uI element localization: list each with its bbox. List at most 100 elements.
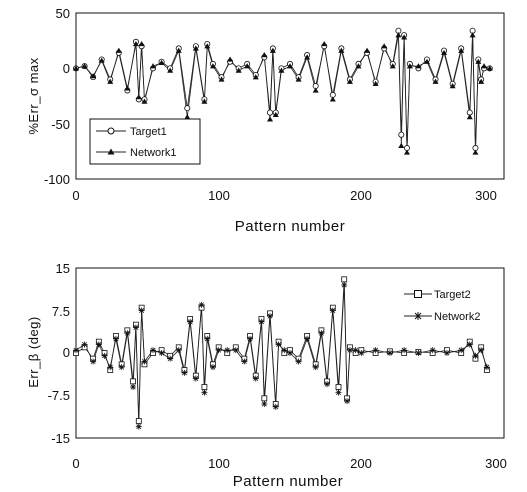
chart-2-series-2-point — [175, 347, 182, 354]
chart-1-series-1-point — [398, 131, 405, 138]
chart-2-series-2-point — [201, 389, 208, 396]
chart-2-y-tick: 7.5 — [52, 304, 70, 319]
chart-2-series-2-point — [73, 347, 79, 354]
chart-2-series-2-point — [295, 358, 302, 365]
chart-2-legend-label: Target2 — [434, 289, 471, 301]
chart-2-series-2-point — [215, 347, 222, 354]
chart-1-series-2-point — [398, 142, 405, 148]
chart-2-series-2-point — [124, 330, 131, 337]
chart-1-series-2-point — [158, 59, 165, 65]
chart-1-series-2-point — [403, 149, 410, 155]
chart-1-series-2-point — [227, 56, 234, 62]
chart-1-series-1-point — [267, 109, 274, 116]
chart-1-series-2-point — [321, 40, 328, 47]
chart-2-y-tick: 15 — [56, 261, 70, 276]
legend-square-marker-icon — [414, 290, 422, 298]
chart-1-series-2-point — [401, 34, 408, 40]
chart-2-series-2-point — [478, 347, 485, 354]
chart-2-x-tick: 100 — [208, 456, 230, 471]
chart-1-series-2-point — [364, 47, 371, 53]
chart-2-series-2-point — [272, 403, 279, 410]
chart-2-series-1-point — [261, 395, 268, 402]
chart-2-series-2-point — [472, 352, 479, 359]
chart-2-series-2-point — [187, 318, 194, 325]
legend-triangle-marker-icon — [107, 148, 115, 155]
chart-1-series-2-point — [329, 96, 336, 102]
chart-2-series-2-point — [141, 358, 148, 365]
chart-1-y-tick: -100 — [44, 172, 70, 187]
chart-2-series-2-point — [344, 398, 351, 405]
chart-1-series-2-point — [267, 116, 274, 122]
chart-1-series-group — [73, 27, 493, 155]
chart-1-series-2-point — [338, 47, 345, 53]
chart-1-legend-label: Network1 — [130, 147, 176, 159]
chart-2-series-2-point — [192, 375, 199, 382]
chart-1-series-2-point — [295, 76, 302, 82]
chart-1-x-tick: 300 — [475, 188, 497, 203]
chart-2-series-2-point — [267, 313, 274, 320]
chart-1-y-axis-label: %Err_σ max — [26, 57, 41, 134]
chart-1-series-2-point — [272, 111, 279, 118]
chart-2-series-2-point — [443, 350, 450, 356]
chart-2-series-2-point — [252, 375, 259, 382]
chart-1-series-2-point — [269, 47, 276, 53]
chart-2-legend-label: Network2 — [434, 311, 480, 323]
chart-2-series-2-point — [118, 364, 125, 371]
chart-2-y-tick: -7.5 — [48, 388, 70, 403]
chart-1-series-2-point — [478, 78, 485, 84]
chart-2-series-2-point — [372, 347, 379, 354]
chart-1-series-2-point — [135, 94, 142, 100]
chart-2-series-2-point — [401, 347, 408, 354]
chart-1-series-2-point — [167, 67, 174, 73]
chart-2-legend: Target2 Network2 — [400, 281, 502, 325]
chart-1-series-2-point — [124, 85, 131, 91]
chart-2-series-2-point — [158, 350, 165, 356]
chart-1-series-2-point — [141, 98, 148, 104]
chart-1-series-2-point — [235, 67, 242, 73]
chart-2-series-1-point — [341, 276, 348, 283]
chart-1-series-2-point — [395, 32, 402, 38]
chart-1-x-axis-label: Pattern number — [235, 218, 345, 235]
chart-1-series-2-point — [175, 47, 182, 53]
chart-1-series-2-point — [481, 63, 488, 69]
chart-2-series-2-point — [112, 335, 119, 342]
chart-1-plot-frame — [75, 12, 505, 180]
chart-1-series-2-point — [184, 114, 191, 120]
chart-1-series-1-point — [184, 105, 191, 112]
chart-1-series-2-point — [441, 49, 448, 56]
chart-1-series-2-point — [466, 114, 473, 120]
chart-2-x-tick: 200 — [350, 456, 372, 471]
chart-1-series-2-point — [449, 83, 456, 89]
chart-2-series-2-point — [318, 330, 325, 337]
chart-1-series-2-point — [304, 54, 311, 60]
chart-2: 15 7.5 0 -7.5 -15 0 100 200 300 Pattern … — [26, 261, 507, 490]
chart-1-series-2-point — [472, 149, 479, 155]
chart-2-series-1-point — [335, 384, 342, 390]
chart-1-series-2-point — [278, 67, 285, 73]
chart-2-series-2-point — [312, 364, 319, 371]
chart-1-series-2-point — [81, 63, 88, 69]
chart-2-series-2-point — [483, 364, 490, 371]
chart-2-series-2-point — [181, 369, 188, 376]
chart-2-series-2-point — [429, 347, 436, 354]
chart-1-series-2-point — [355, 63, 362, 69]
chart-1-series-2-point — [469, 32, 476, 38]
chart-2-series-2-point — [135, 423, 142, 430]
chart-2-series-1-point — [135, 418, 142, 424]
chart-1-series-2-point — [389, 63, 396, 69]
chart-2-series-2-point — [247, 335, 254, 342]
chart-1-series-2-point — [132, 40, 139, 47]
chart-2-series-1-point — [201, 384, 208, 390]
chart-1-series-2-point — [312, 87, 319, 93]
chart-2-series-2-point — [341, 282, 348, 288]
chart-2-series-2-point — [107, 364, 114, 371]
chart-2-series-2-point — [386, 350, 393, 356]
chart-1-series-2-point — [432, 78, 439, 84]
chart-1-series-2-point — [346, 78, 353, 84]
chart-2-y-tick: 0 — [63, 345, 70, 360]
chart-2-series-2-point — [281, 347, 288, 354]
chart-1-legend-label: Target1 — [130, 126, 167, 138]
chart-1-x-tick: 0 — [72, 188, 79, 203]
chart-2-series-2-point — [358, 350, 365, 356]
chart-1-series-2-point — [252, 74, 259, 80]
